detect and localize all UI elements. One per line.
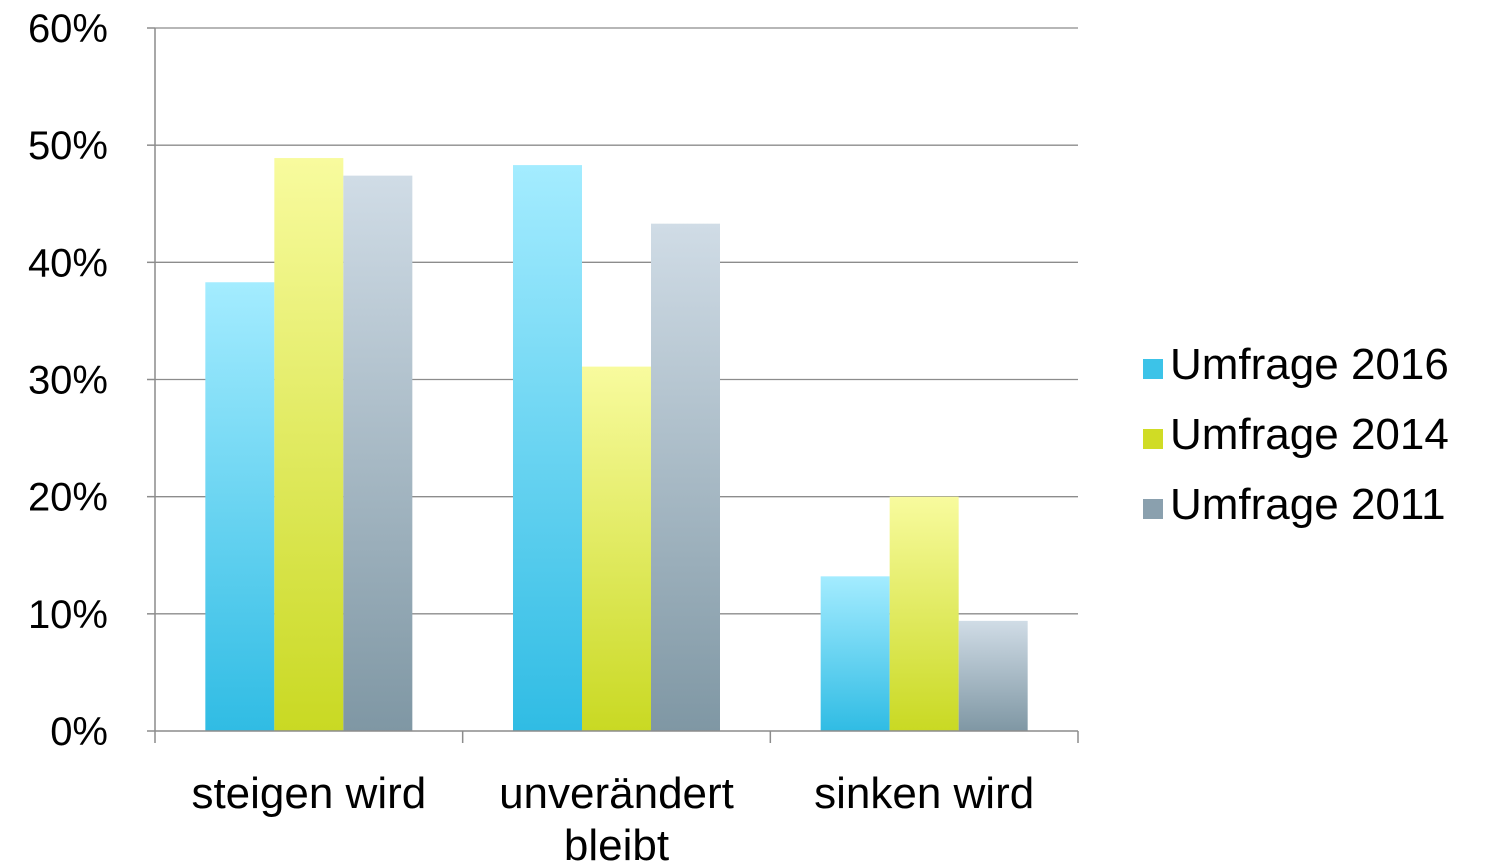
x-category-label: unverändert <box>499 769 734 818</box>
y-tick-label: 50% <box>28 124 108 168</box>
x-category-label: sinken wird <box>814 769 1034 818</box>
bar-umfrage-2016-cat-1 <box>513 165 582 731</box>
bar-umfrage-2016-cat-2 <box>820 576 890 731</box>
legend-label: Umfrage 2016 <box>1170 340 1449 389</box>
legend-swatch <box>1143 499 1163 519</box>
legend: Umfrage 2016 Umfrage 2014 Umfrage 2011 <box>1143 340 1449 529</box>
bar-umfrage-2011-cat-1 <box>651 223 720 731</box>
y-tick-label: 30% <box>28 359 108 403</box>
bar-umfrage-2011-cat-0 <box>343 175 413 731</box>
bars <box>205 158 1028 731</box>
y-tick-label: 0% <box>50 710 108 754</box>
bar-umfrage-2016-cat-0 <box>205 282 275 731</box>
y-tick-label: 40% <box>28 241 108 285</box>
legend-swatch <box>1143 359 1163 379</box>
x-category-label: steigen wird <box>191 769 426 818</box>
legend-label: Umfrage 2011 <box>1170 480 1446 529</box>
y-axis-tick-labels: 0% 10% 20% 30% 40% 50% 60% <box>28 7 108 754</box>
y-tick-label: 10% <box>28 593 108 637</box>
y-tick-label: 60% <box>28 7 108 51</box>
y-tick-label: 20% <box>28 476 108 520</box>
bar-umfrage-2014-cat-1 <box>582 366 651 731</box>
x-category-label: bleibt <box>564 821 669 864</box>
bar-umfrage-2011-cat-2 <box>958 620 1028 731</box>
bar-umfrage-2014-cat-2 <box>889 496 959 731</box>
legend-swatch <box>1143 429 1163 449</box>
axes <box>147 27 1079 743</box>
legend-label: Umfrage 2014 <box>1170 410 1449 459</box>
bar-umfrage-2014-cat-0 <box>274 158 344 731</box>
